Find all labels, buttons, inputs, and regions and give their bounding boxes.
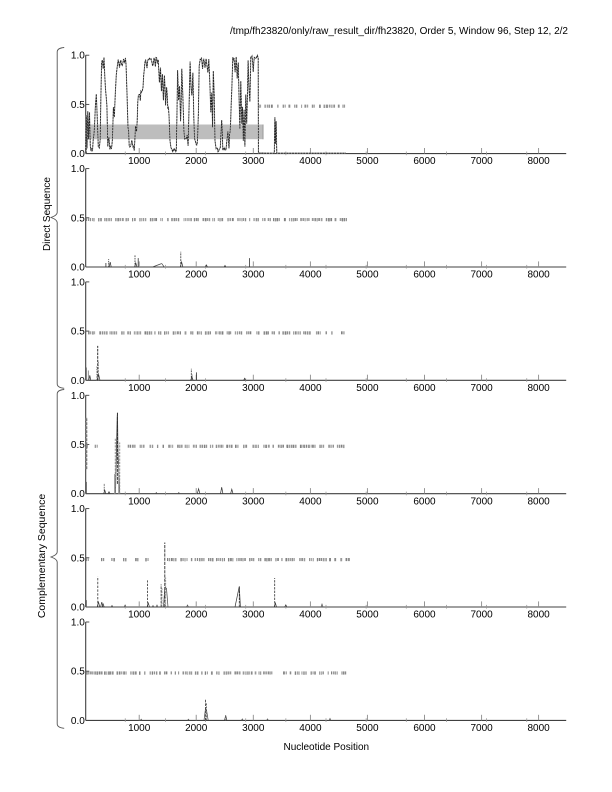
svg-text:8000: 8000: [527, 270, 550, 281]
svg-text:0.5: 0.5: [71, 553, 85, 564]
svg-text:4000: 4000: [299, 156, 322, 167]
svg-text:6000: 6000: [413, 270, 436, 281]
svg-text:0.0: 0.0: [71, 376, 85, 387]
svg-text:0.5: 0.5: [71, 440, 85, 451]
svg-text:7000: 7000: [470, 610, 493, 621]
svg-text:3000: 3000: [242, 156, 265, 167]
svg-text:0.0: 0.0: [71, 263, 85, 274]
svg-text:1000: 1000: [128, 383, 151, 394]
svg-text:2000: 2000: [185, 723, 208, 734]
svg-text:3000: 3000: [242, 383, 265, 394]
svg-text:3000: 3000: [242, 270, 265, 281]
svg-text:1000: 1000: [128, 156, 151, 167]
svg-text:4000: 4000: [299, 723, 322, 734]
svg-text:2000: 2000: [185, 270, 208, 281]
svg-text:2000: 2000: [185, 383, 208, 394]
svg-text:0.0: 0.0: [71, 149, 85, 160]
svg-text:4000: 4000: [299, 496, 322, 507]
svg-text:4000: 4000: [299, 610, 322, 621]
svg-text:1000: 1000: [128, 270, 151, 281]
svg-text:3000: 3000: [242, 496, 265, 507]
svg-text:4000: 4000: [299, 383, 322, 394]
svg-text:1.0: 1.0: [71, 618, 85, 629]
svg-text:6000: 6000: [413, 723, 436, 734]
svg-text:1.0: 1.0: [71, 504, 85, 515]
svg-text:Nucleotide Position: Nucleotide Position: [283, 742, 369, 753]
svg-text:8000: 8000: [527, 383, 550, 394]
svg-text:2000: 2000: [185, 496, 208, 507]
svg-text:5000: 5000: [356, 610, 379, 621]
svg-text:7000: 7000: [470, 496, 493, 507]
svg-text:3000: 3000: [242, 723, 265, 734]
svg-text:6000: 6000: [413, 383, 436, 394]
svg-text:1000: 1000: [128, 723, 151, 734]
svg-text:2000: 2000: [185, 610, 208, 621]
svg-text:6000: 6000: [413, 496, 436, 507]
svg-text:6000: 6000: [413, 610, 436, 621]
svg-text:0.5: 0.5: [71, 327, 85, 338]
svg-text:7000: 7000: [470, 383, 493, 394]
svg-text:1000: 1000: [128, 496, 151, 507]
svg-text:4000: 4000: [299, 270, 322, 281]
svg-text:2000: 2000: [185, 156, 208, 167]
svg-text:5000: 5000: [356, 723, 379, 734]
svg-text:1.0: 1.0: [71, 164, 85, 175]
svg-text:0.0: 0.0: [71, 716, 85, 727]
svg-text:5000: 5000: [356, 270, 379, 281]
svg-text:3000: 3000: [242, 610, 265, 621]
svg-text:5000: 5000: [356, 383, 379, 394]
svg-text:/tmp/fh23820/only/raw_result_d: /tmp/fh23820/only/raw_result_dir/fh23820…: [230, 26, 568, 37]
svg-text:8000: 8000: [527, 156, 550, 167]
svg-text:1.0: 1.0: [71, 277, 85, 288]
svg-text:0.5: 0.5: [71, 100, 85, 111]
svg-text:8000: 8000: [527, 496, 550, 507]
svg-text:0.5: 0.5: [71, 667, 85, 678]
svg-text:6000: 6000: [413, 156, 436, 167]
svg-text:0.0: 0.0: [71, 489, 85, 500]
svg-text:0.5: 0.5: [71, 213, 85, 224]
svg-text:5000: 5000: [356, 496, 379, 507]
svg-text:7000: 7000: [470, 723, 493, 734]
svg-text:1.0: 1.0: [71, 51, 85, 62]
svg-text:8000: 8000: [527, 723, 550, 734]
svg-text:0.0: 0.0: [71, 603, 85, 614]
svg-text:8000: 8000: [527, 610, 550, 621]
svg-text:7000: 7000: [470, 156, 493, 167]
svg-text:1000: 1000: [128, 610, 151, 621]
svg-text:Complementary Sequence: Complementary Sequence: [36, 494, 48, 618]
svg-text:Direct Sequence: Direct Sequence: [42, 177, 53, 251]
svg-text:7000: 7000: [470, 270, 493, 281]
svg-text:1.0: 1.0: [71, 391, 85, 402]
svg-text:5000: 5000: [356, 156, 379, 167]
